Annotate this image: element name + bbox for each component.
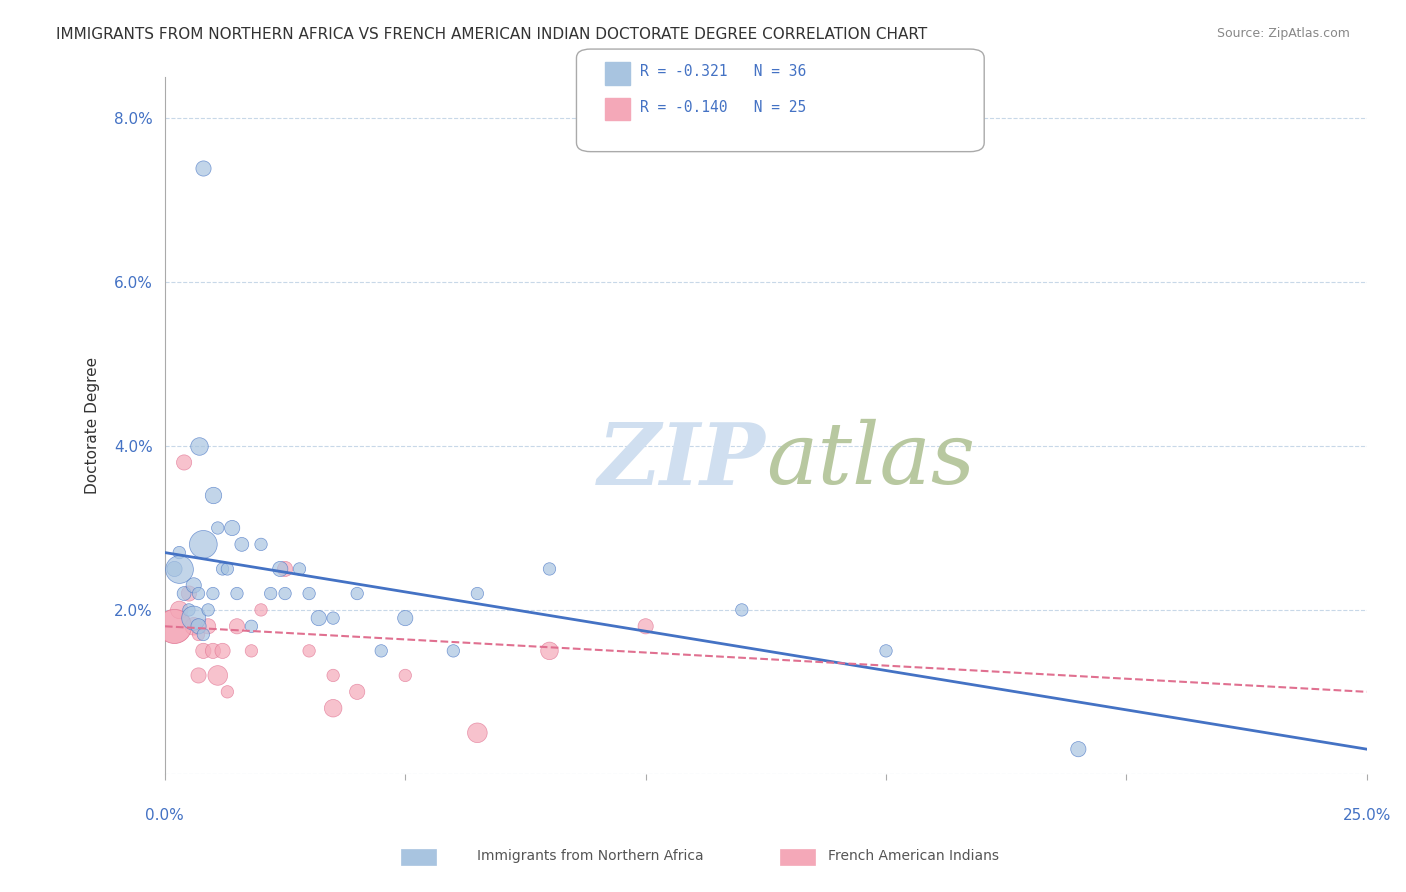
Point (346, 586, 368, 600)
Point (269, 562, 291, 576)
Point (634, 619, 657, 633)
Point (226, 619, 249, 633)
Point (322, 611, 344, 625)
Point (322, 668, 344, 682)
Text: 25.0%: 25.0% (1343, 808, 1391, 823)
Point (201, 644, 224, 658)
Point (169, 545, 191, 559)
Point (231, 537, 253, 551)
Point (193, 627, 215, 641)
Point (240, 619, 263, 633)
Point (177, 603, 200, 617)
Text: French American Indians: French American Indians (828, 849, 1000, 863)
Point (221, 521, 243, 535)
Point (183, 578, 205, 592)
Point (169, 562, 191, 576)
Point (394, 611, 416, 625)
Point (177, 586, 200, 600)
Point (197, 619, 219, 633)
Point (193, 537, 215, 551)
Point (187, 619, 209, 633)
Point (211, 644, 233, 658)
Point (370, 644, 392, 658)
Point (731, 603, 754, 617)
Point (308, 611, 330, 625)
Text: 0.0%: 0.0% (145, 808, 184, 823)
Point (467, 726, 489, 740)
Point (187, 627, 209, 641)
Point (346, 685, 368, 699)
Point (201, 586, 224, 600)
Point (467, 586, 489, 600)
Point (173, 455, 195, 469)
Point (250, 603, 273, 617)
Point (163, 619, 186, 633)
Point (193, 644, 215, 658)
Text: atlas: atlas (766, 419, 974, 502)
Point (274, 562, 297, 576)
Point (163, 619, 186, 633)
Point (441, 644, 464, 658)
Point (538, 644, 561, 658)
Point (211, 562, 233, 576)
Text: ZIP: ZIP (598, 418, 766, 502)
Point (298, 644, 321, 658)
Point (207, 668, 229, 682)
Point (183, 611, 205, 625)
Point (197, 603, 219, 617)
Point (169, 603, 191, 617)
Point (226, 586, 249, 600)
Y-axis label: Doctorate Degree: Doctorate Degree (86, 357, 100, 494)
Point (201, 488, 224, 502)
Point (240, 644, 263, 658)
Point (187, 439, 209, 453)
Point (193, 161, 215, 175)
Text: R = -0.321   N = 36: R = -0.321 N = 36 (640, 64, 806, 78)
Text: R = -0.140   N = 25: R = -0.140 N = 25 (640, 100, 806, 114)
Point (322, 701, 344, 715)
Text: IMMIGRANTS FROM NORTHERN AFRICA VS FRENCH AMERICAN INDIAN DOCTORATE DEGREE CORRE: IMMIGRANTS FROM NORTHERN AFRICA VS FRENC… (56, 27, 928, 42)
Point (288, 562, 311, 576)
Point (187, 668, 209, 682)
Point (207, 521, 229, 535)
Point (875, 644, 897, 658)
Text: Source: ZipAtlas.com: Source: ZipAtlas.com (1216, 27, 1350, 40)
Point (394, 668, 416, 682)
Point (259, 586, 281, 600)
Point (173, 586, 195, 600)
Point (538, 562, 561, 576)
Point (1067, 742, 1090, 756)
Point (298, 586, 321, 600)
Point (274, 586, 297, 600)
Point (183, 619, 205, 633)
Point (250, 537, 273, 551)
Point (217, 685, 239, 699)
Point (187, 586, 209, 600)
Text: Immigrants from Northern Africa: Immigrants from Northern Africa (477, 849, 704, 863)
Point (163, 562, 186, 576)
Point (217, 562, 239, 576)
